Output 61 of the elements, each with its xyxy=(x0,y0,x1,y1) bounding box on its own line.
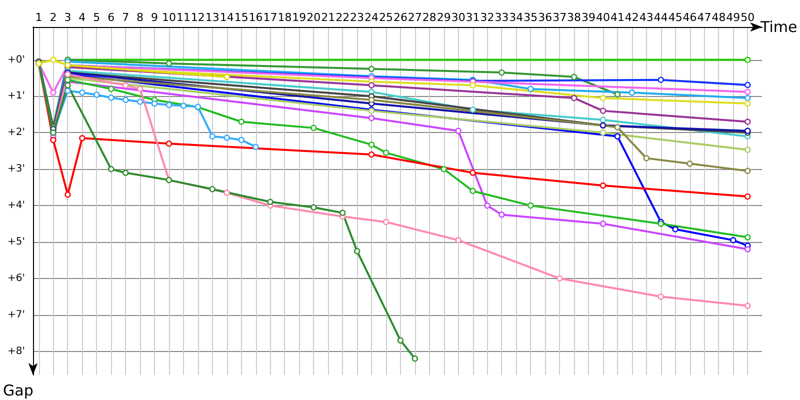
x-tick-label: 20 xyxy=(306,11,321,24)
x-tick-label: 13 xyxy=(205,11,220,24)
x-tick-label: 46 xyxy=(682,11,697,24)
x-tick-label: 14 xyxy=(220,11,234,24)
x-tick-label: 3 xyxy=(64,11,72,24)
x-tick-label: 40 xyxy=(596,11,610,24)
x-tick-label: 15 xyxy=(234,11,248,24)
x-tick-label: 48 xyxy=(712,11,726,24)
x-tick-label: 36 xyxy=(538,11,552,24)
y-axis-title: Gap xyxy=(3,382,34,400)
x-tick-label: 45 xyxy=(668,11,682,24)
x-tick-label: 19 xyxy=(292,11,306,24)
y-tick-label: +8' xyxy=(8,346,25,357)
x-tick-label: 12 xyxy=(190,11,205,24)
x-axis-title: Time xyxy=(760,18,798,36)
y-tick-label: +3' xyxy=(8,164,25,175)
x-tick-label: 28 xyxy=(422,11,436,24)
x-tick-label: 49 xyxy=(726,11,740,24)
x-tick-label: 37 xyxy=(552,11,567,24)
x-tick-label: 41 xyxy=(610,11,624,24)
x-tick-label: 33 xyxy=(494,11,509,24)
x-tick-label: 31 xyxy=(466,11,480,24)
x-tick-label: 11 xyxy=(176,11,190,24)
x-tick-label: 18 xyxy=(278,11,292,24)
y-tick-label: +1' xyxy=(8,90,25,102)
y-tick-label: +6' xyxy=(8,272,25,284)
x-tick-label: 22 xyxy=(336,11,350,24)
x-tick-label: 24 xyxy=(364,11,379,24)
y-tick-label: +7' xyxy=(8,309,25,320)
x-tick-label: 8 xyxy=(136,11,144,24)
y-tick-label: +5' xyxy=(8,236,25,248)
x-tick-label: 47 xyxy=(697,11,712,24)
x-tick-label: 30 xyxy=(451,11,466,24)
x-tick-label: 27 xyxy=(408,11,422,24)
x-tick-label: 44 xyxy=(654,11,668,24)
x-tick-label: 32 xyxy=(480,11,494,24)
x-tick-label: 21 xyxy=(321,11,336,24)
x-tick-label: 16 xyxy=(248,11,263,24)
x-tick-label: 38 xyxy=(567,11,582,24)
x-tick-label: 1 xyxy=(35,11,42,24)
x-tick-label: 6 xyxy=(108,11,115,24)
x-tick-label: 4 xyxy=(78,11,86,24)
x-tick-label: 7 xyxy=(122,11,130,24)
x-tick-label: 29 xyxy=(436,11,451,24)
x-tick-label: 43 xyxy=(639,11,654,24)
y-tick-label: +2' xyxy=(8,127,25,138)
y-tick-label: +0' xyxy=(8,54,25,66)
x-tick-label: 10 xyxy=(162,11,176,24)
x-tick-label: 9 xyxy=(151,11,158,24)
x-tick-label: 23 xyxy=(350,11,364,24)
x-tick-label: 35 xyxy=(524,11,538,24)
x-tick-label: 17 xyxy=(263,11,278,24)
x-tick-label: 34 xyxy=(509,11,524,24)
x-tick-label: 26 xyxy=(393,11,408,24)
x-tick-label: 42 xyxy=(624,11,639,24)
x-tick-label: 2 xyxy=(50,11,57,24)
x-tick-label: 39 xyxy=(582,11,596,24)
y-tick-label: +4' xyxy=(8,200,25,212)
x-tick-label: 5 xyxy=(93,11,100,24)
x-tick-label: 50 xyxy=(740,11,755,24)
x-tick-label: 25 xyxy=(378,11,393,24)
